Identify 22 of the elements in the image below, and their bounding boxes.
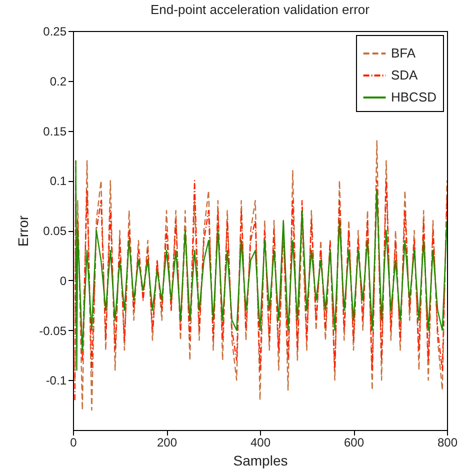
legend-label: HBCSD [391, 90, 437, 104]
x-tick-label: 800 [437, 436, 458, 450]
y-tick-label: 0.25 [43, 24, 67, 38]
y-tick-label: 0 [60, 274, 67, 288]
line-series [74, 140, 447, 411]
y-tick-label: -0.05 [39, 324, 67, 338]
x-tick-label: 600 [344, 436, 364, 450]
y-tick-label: 0.2 [50, 74, 67, 88]
line-series [74, 180, 447, 401]
x-tick-label: 200 [156, 436, 178, 450]
chart-title: End-point acceleration validation error [150, 2, 370, 17]
x-axis-title: Samples [233, 452, 288, 468]
legend-label: BFA [391, 46, 416, 60]
y-tick-label: -0.1 [46, 374, 67, 388]
y-tick-label: 0.15 [43, 124, 67, 138]
legend-label: SDA [391, 68, 418, 82]
x-tick-label: 400 [250, 436, 271, 450]
y-axis-title: Error [15, 215, 32, 247]
y-tick-label: 0.05 [43, 224, 67, 238]
line-series [75, 160, 447, 371]
y-tick-label: 0.1 [50, 174, 67, 188]
x-tick-label: 0 [70, 436, 78, 450]
